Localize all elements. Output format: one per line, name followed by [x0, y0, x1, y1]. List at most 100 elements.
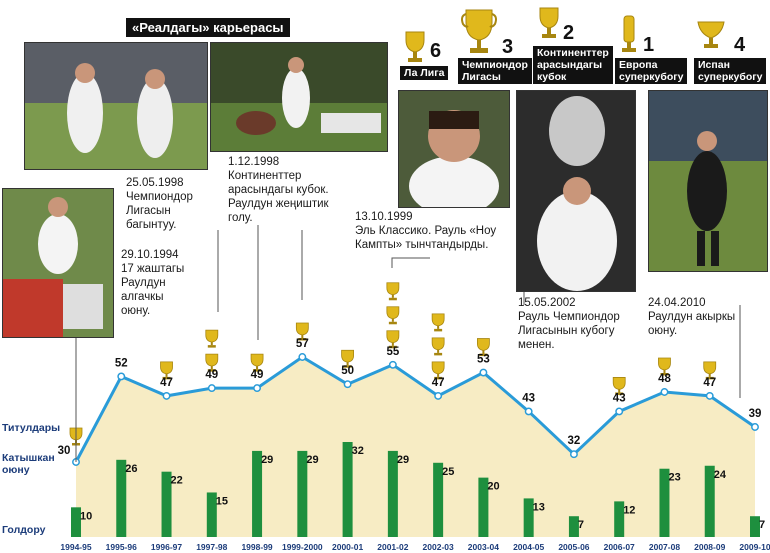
- trophy-icon: [431, 313, 445, 332]
- season-tick-label: 2005-06: [558, 542, 589, 552]
- stat-label: Испан суперкубогу: [694, 58, 767, 84]
- goals-value-label: 25: [442, 466, 454, 478]
- goals-value-label: 26: [125, 463, 137, 475]
- games-point: [524, 407, 533, 416]
- games-point: [479, 368, 488, 377]
- stat-count: 2: [563, 22, 575, 44]
- goals-value-label: 7: [578, 519, 584, 531]
- goals-label: Голдору: [2, 524, 46, 536]
- goals-bar: [478, 477, 489, 537]
- games-value-label: 47: [432, 377, 445, 389]
- annotation-cl1998: 25.05.1998 Чемпиондор Лигасын багынтуу.: [126, 177, 193, 231]
- annotation-ic1998: 1.12.1998 Континенттер арасындагы кубок.…: [228, 156, 329, 224]
- games-point: [117, 372, 126, 381]
- stat-la-liga: 6 Ла Лига: [400, 28, 455, 83]
- goals-bar: [342, 442, 353, 537]
- games-value-label: 52: [115, 357, 128, 369]
- games-value-label: 57: [296, 338, 309, 350]
- games-value-label: 39: [749, 408, 762, 420]
- stat-champions-league: 3 Чемпиондор Лигасы: [458, 6, 532, 84]
- games-point: [615, 407, 624, 416]
- stat-count: 6: [430, 40, 442, 62]
- season-tick-label: 1998-99: [241, 542, 272, 552]
- photo-cl2002: [516, 90, 636, 292]
- annotation-clasico: 13.10.1999 Эль Классико. Рауль «Ноу Камп…: [355, 211, 497, 251]
- trophy-icon: [295, 322, 309, 341]
- goals-value-label: 7: [759, 519, 765, 531]
- photo-cl1998-celebration: [24, 42, 208, 170]
- games-area: [76, 357, 755, 537]
- goals-value-label: 22: [171, 475, 183, 487]
- season-tick-label: 2002-03: [423, 542, 454, 552]
- games-value-label: 47: [703, 377, 716, 389]
- season-tick-label: 1995-96: [106, 542, 137, 552]
- season-tick-label: 1999-2000: [282, 542, 323, 552]
- trophy-icon: [431, 337, 445, 356]
- goals-value-label: 13: [533, 501, 545, 513]
- stat-count: 4: [734, 34, 746, 56]
- games-point: [343, 380, 352, 389]
- trophy-icon: [205, 353, 219, 372]
- trophy-icon: [250, 353, 264, 372]
- trophy-icon: [386, 282, 400, 301]
- season-axis: 1994-95 1995-96 1996-97 1997-98 1998-99 1999-…: [60, 542, 770, 552]
- games-value-label: 49: [251, 369, 264, 381]
- goals-bar: [704, 465, 715, 537]
- season-tick-label: 2007-08: [649, 542, 680, 552]
- games-point: [253, 384, 262, 393]
- games-point: [569, 450, 578, 459]
- trophy-icon: [431, 361, 445, 380]
- games-line-path: [74, 355, 756, 463]
- stat-label: Континенттер арасындагы кубок: [533, 46, 613, 84]
- stat-count: 1: [643, 34, 655, 56]
- games-value-label: 48: [658, 373, 671, 385]
- goals-value-label: 20: [487, 481, 499, 493]
- value-labels: 10 26 22 15 29 29 32 29 25 20 13 7 12 23 24 7 30 52 47 49 49…: [58, 338, 766, 531]
- goals-value-label: 15: [216, 495, 228, 507]
- games-point: [207, 384, 216, 393]
- goals-value-label: 23: [668, 472, 680, 484]
- season-tick-label: 2009-10: [739, 542, 770, 552]
- season-tick-label: 2001-02: [377, 542, 408, 552]
- season-tick-label: 1997-98: [196, 542, 227, 552]
- goals-bar: [433, 462, 444, 537]
- season-tick-label: 2008-09: [694, 542, 725, 552]
- trophy-icon: [386, 330, 400, 349]
- games-value-label: 43: [522, 392, 535, 404]
- goals-bar: [252, 450, 263, 537]
- goals-value-label: 10: [80, 510, 92, 522]
- trophy-icon: [405, 31, 425, 62]
- goals-bar: [71, 507, 81, 537]
- photo-ic1998-goal: [210, 42, 388, 152]
- photo-clasico: [398, 90, 510, 208]
- goals-bar: [523, 498, 534, 537]
- goals-value-label: 29: [397, 454, 409, 466]
- games-value-label: 43: [613, 392, 626, 404]
- goals-value-label: 24: [714, 469, 727, 481]
- games-point: [162, 391, 171, 400]
- games-value-label: 49: [205, 369, 218, 381]
- season-tick-label: 2000-01: [332, 542, 363, 552]
- goals-bar: [614, 501, 625, 537]
- trophy-icon: [386, 306, 400, 325]
- trophy-icon: [205, 329, 219, 348]
- trophy-icon: [476, 338, 490, 357]
- goals-bar: [161, 471, 172, 537]
- season-tick-label: 1994-95: [60, 542, 91, 552]
- games-point: [434, 391, 443, 400]
- annotation-cl2002: 15.05.2002 Рауль Чемпиондор Лигасынын ку…: [518, 297, 620, 351]
- titles-label: Титулдары: [2, 422, 61, 434]
- games-value-label: 47: [160, 377, 173, 389]
- trophy-icon: [703, 361, 717, 380]
- goals-bar: [750, 516, 760, 537]
- stat-label: Чемпиондор Лигасы: [458, 58, 532, 84]
- annotation-last-game: 24.04.2010 Раулдун акыркы оюну.: [648, 297, 736, 337]
- photo-last-game: [648, 90, 768, 272]
- games-point: [751, 423, 759, 431]
- goals-bar: [116, 459, 127, 537]
- goals-value-label: 29: [261, 454, 273, 466]
- goals-bars: [71, 442, 760, 537]
- goals-value-label: 12: [623, 504, 635, 516]
- games-line: [72, 353, 759, 466]
